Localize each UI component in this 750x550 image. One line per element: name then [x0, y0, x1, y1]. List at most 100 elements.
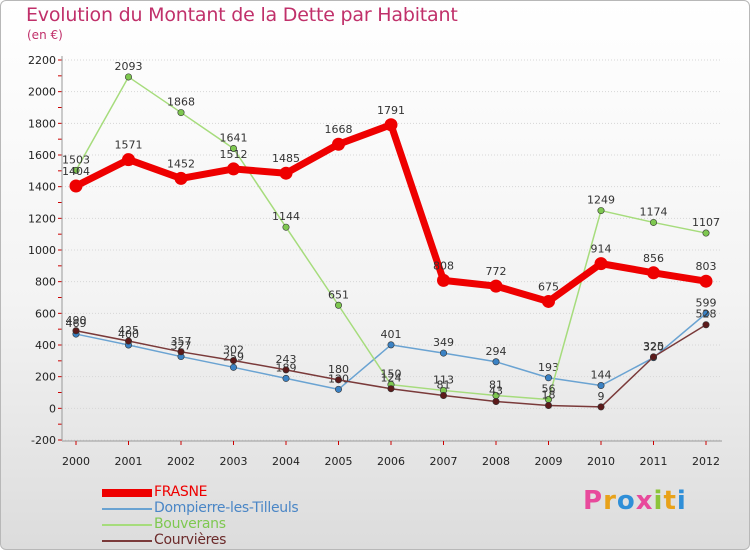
data-label: 772 [486, 265, 507, 278]
data-point [702, 321, 710, 329]
legend-label: Bouverans [154, 516, 226, 532]
chart-title: Evolution du Montant de la Dette par Hab… [26, 4, 458, 26]
legend-swatch [102, 508, 152, 510]
data-point [544, 374, 552, 382]
legend-label: FRASNE [154, 484, 208, 500]
data-point [439, 349, 447, 357]
data-label: 1249 [587, 194, 615, 207]
logo-letter: i [653, 486, 664, 516]
data-point [177, 109, 185, 117]
data-point [384, 118, 398, 132]
data-point [279, 166, 293, 180]
data-point [282, 223, 290, 231]
data-point [649, 218, 657, 226]
logo-letter: r [603, 486, 617, 516]
data-point [647, 266, 660, 280]
data-label: 808 [433, 259, 454, 272]
data-label: 1174 [640, 205, 668, 218]
data-label: 349 [433, 336, 454, 349]
data-point [544, 401, 552, 409]
x-tick-label: 2012 [692, 455, 720, 468]
data-point [332, 137, 345, 151]
legend-label: Dompierre-les-Tilleuls [154, 500, 299, 516]
data-label: 1404 [62, 165, 90, 178]
data-label: 302 [223, 344, 244, 357]
data-point [227, 162, 240, 176]
x-tick-label: 2006 [377, 455, 405, 468]
data-label: 490 [66, 314, 87, 327]
logo-letter: i [676, 486, 687, 516]
data-label: 193 [538, 361, 559, 374]
data-label: 803 [696, 260, 717, 273]
data-point [334, 301, 342, 309]
data-point [437, 273, 450, 287]
data-point [125, 73, 133, 81]
x-tick-label: 2010 [587, 455, 615, 468]
data-label: 1641 [220, 132, 248, 145]
data-label: 914 [591, 243, 612, 256]
y-tick-label: 600 [35, 307, 56, 320]
data-label: 400 [118, 328, 139, 341]
x-tick-label: 2001 [115, 455, 143, 468]
legend-label: Courvières [154, 532, 227, 548]
data-label: 18 [542, 388, 556, 401]
x-tick-label: 2011 [640, 455, 668, 468]
data-point [439, 392, 447, 400]
y-tick-label: 200 [35, 371, 56, 384]
data-point [125, 337, 133, 345]
data-point [282, 366, 290, 374]
logo-letter: t [663, 486, 677, 516]
data-label: 1503 [62, 153, 90, 166]
data-point [702, 309, 710, 317]
y-tick-label: 2000 [28, 86, 56, 99]
data-label: 425 [118, 324, 139, 337]
data-label: 144 [591, 369, 612, 382]
data-label: 180 [328, 363, 349, 376]
y-tick-label: 2200 [28, 54, 56, 67]
data-point [230, 357, 238, 365]
data-label: 1512 [220, 148, 248, 161]
data-label: 401 [381, 328, 402, 341]
x-tick-label: 2009 [535, 455, 563, 468]
data-point [597, 403, 605, 411]
data-point [122, 153, 135, 167]
data-point [702, 229, 710, 237]
data-label: 1868 [167, 96, 195, 109]
data-point [69, 179, 83, 193]
data-label: 651 [328, 288, 349, 301]
data-label: 81 [437, 379, 451, 392]
data-point [334, 376, 342, 384]
data-point [230, 363, 238, 371]
data-point [492, 398, 500, 406]
data-point [597, 382, 605, 390]
y-tick-label: 1600 [28, 149, 56, 162]
y-tick-label: 1400 [28, 181, 56, 194]
data-point [387, 341, 395, 349]
data-point [334, 385, 342, 393]
data-label: 1144 [272, 210, 300, 223]
data-point [489, 279, 503, 293]
y-tick-label: 400 [35, 339, 56, 352]
data-label: 294 [486, 345, 507, 358]
data-label: 1791 [377, 104, 405, 117]
data-point [177, 348, 185, 356]
data-label: 357 [171, 335, 192, 348]
data-label: 320 [643, 341, 664, 354]
data-point [387, 385, 395, 393]
data-label: 599 [696, 296, 717, 309]
data-label: 1452 [167, 157, 195, 170]
data-point [542, 294, 555, 308]
data-point [597, 207, 605, 215]
data-label: 2093 [115, 60, 143, 73]
data-label: 150 [381, 368, 402, 381]
data-point [174, 171, 188, 185]
data-label: 325 [643, 340, 664, 353]
data-label: 1668 [325, 123, 353, 136]
x-tick-label: 2003 [220, 455, 248, 468]
data-point [72, 166, 80, 174]
x-tick-label: 2000 [62, 455, 90, 468]
data-label: 1571 [115, 139, 143, 152]
proxiti-logo: Proxiti [583, 486, 687, 516]
data-label: 469 [66, 317, 87, 330]
